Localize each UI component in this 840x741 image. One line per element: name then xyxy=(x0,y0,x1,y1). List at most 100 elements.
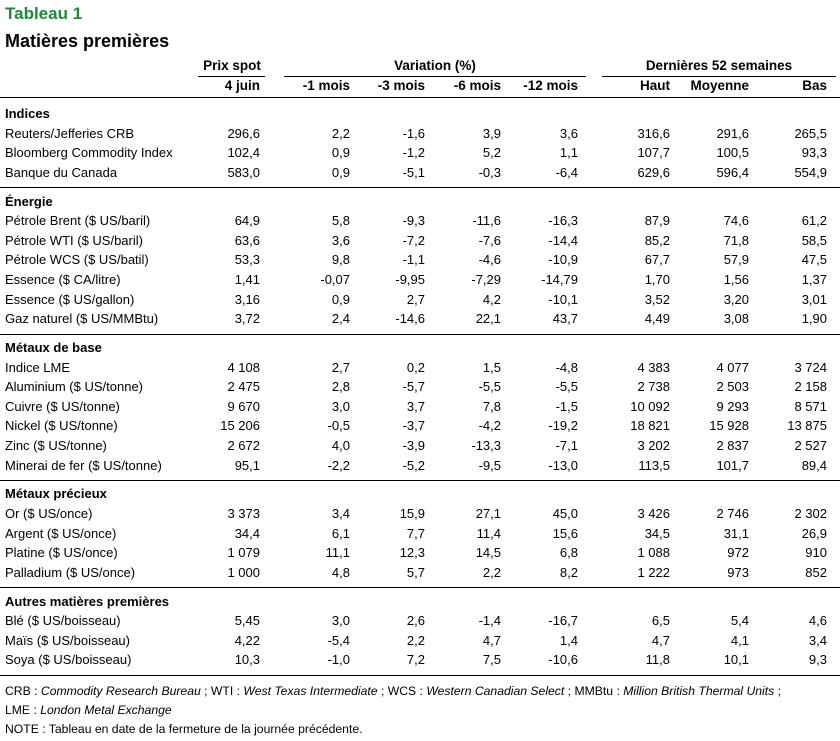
table-row: Aluminium ($ US/tonne) 2 475 2,8 -5,7 -5,5 -5… xyxy=(0,377,840,397)
row-label: Reuters/Jefferies CRB xyxy=(5,125,135,141)
cell-var-12m: -16,7 xyxy=(548,613,578,629)
row-label: Pétrole WCS ($ US/batil) xyxy=(5,252,149,268)
cell-bas: 2 158 xyxy=(794,379,827,395)
row-label: Pétrole Brent ($ US/baril) xyxy=(5,213,151,229)
row-label: Indice LME xyxy=(5,359,71,375)
cell-moyenne: 2 503 xyxy=(716,379,749,395)
section-rule xyxy=(0,187,840,189)
table-title: Matières premières xyxy=(5,31,170,51)
cell-moyenne: 4 077 xyxy=(716,359,749,375)
cell-var-3m: -3,7 xyxy=(402,418,425,434)
cell-var-6m: 22,1 xyxy=(475,311,501,327)
section-title: Indices xyxy=(5,106,50,121)
table-row: Palladium ($ US/once) 1 000 4,8 5,7 2,2 8,2 1 … xyxy=(0,563,840,583)
cell-var-1m: 0,9 xyxy=(331,291,350,307)
cell-bas: 3,01 xyxy=(801,291,827,307)
underline-52-weeks xyxy=(602,76,836,77)
cell-moyenne: 31,1 xyxy=(723,525,749,541)
row-label: Soya ($ US/boisseau) xyxy=(5,652,132,668)
cell-bas: 2 527 xyxy=(794,438,827,453)
cell-var-6m: -9,5 xyxy=(478,457,501,473)
cell-haut: 87,9 xyxy=(644,213,670,229)
cell-spot: 583,0 xyxy=(227,164,260,180)
cell-var-3m: 2,7 xyxy=(406,291,425,307)
cell-var-1m: -5,4 xyxy=(327,632,350,648)
cell-var-3m: -5,1 xyxy=(402,164,425,180)
cell-bas: 1,37 xyxy=(801,272,827,287)
cell-var-1m: 2,2 xyxy=(331,125,350,141)
footnote-text: ; WCS : xyxy=(377,684,427,698)
table-row: Pétrole WTI ($ US/baril) 63,6 3,6 -7,2 -7,6 -… xyxy=(0,231,840,251)
table-row: Blé ($ US/boisseau) 5,45 3,0 2,6 -1,4 -16,7 6,… xyxy=(0,611,840,631)
cell-var-1m: 6,1 xyxy=(331,525,350,541)
footnote-term: Million British Thermal Units xyxy=(623,684,775,698)
table-row: Indice LME 4 108 2,7 0,2 1,5 -4,8 4 383 4 077 3 … xyxy=(0,358,840,378)
cell-spot: 34,4 xyxy=(234,525,260,541)
footnote-abbreviations: CRB : Commodity Research Bureau ; WTI : … xyxy=(5,684,781,698)
cell-var-6m: 1,5 xyxy=(482,359,501,375)
cell-moyenne: 2 746 xyxy=(716,506,749,521)
cell-bas: 3,4 xyxy=(808,632,827,648)
cell-var-12m: -19,2 xyxy=(548,418,578,434)
row-label: Essence ($ CA/litre) xyxy=(5,272,121,287)
cell-spot: 3,16 xyxy=(234,291,260,307)
footnote-lme: LME : London Metal Exchange xyxy=(5,703,172,717)
cell-var-12m: 1,1 xyxy=(559,145,578,161)
cell-var-6m: 27,1 xyxy=(475,506,501,521)
cell-moyenne: 74,6 xyxy=(723,213,749,229)
row-label: Maïs ($ US/boisseau) xyxy=(5,632,130,648)
table-row: Zinc ($ US/tonne) 2 672 4,0 -3,9 -13,3 -7,1 3 … xyxy=(0,436,840,456)
col-header-3m: -3 mois xyxy=(377,78,425,93)
row-label: Gaz naturel ($ US/MMBtu) xyxy=(5,311,159,327)
cell-haut: 4,49 xyxy=(644,311,670,327)
cell-var-6m: -4,6 xyxy=(478,252,501,268)
cell-spot: 2 475 xyxy=(227,379,260,395)
cell-moyenne: 10,1 xyxy=(723,652,749,668)
cell-var-3m: -7,2 xyxy=(402,232,425,248)
header-52-weeks: Dernières 52 semaines xyxy=(645,58,793,73)
cell-var-12m: -4,8 xyxy=(555,359,578,375)
table-row: Platine ($ US/once) 1 079 11,1 12,3 14,5 6,8 1… xyxy=(0,543,840,563)
cell-var-6m: -0,3 xyxy=(478,164,501,180)
cell-var-1m: 3,0 xyxy=(331,613,350,629)
cell-haut: 67,7 xyxy=(644,252,670,268)
cell-var-1m: 2,4 xyxy=(331,311,350,327)
underline-variation xyxy=(284,76,586,77)
cell-bas: 1,90 xyxy=(801,311,827,327)
cell-moyenne: 100,5 xyxy=(716,145,749,161)
cell-var-12m: -14,79 xyxy=(541,272,578,287)
footnote-term: Western Canadian Select xyxy=(426,684,565,698)
cell-bas: 852 xyxy=(805,564,827,580)
cell-var-3m: 2,2 xyxy=(406,632,425,648)
cell-moyenne: 3,20 xyxy=(723,291,749,307)
footnote-term: West Texas Intermediate xyxy=(243,684,378,698)
cell-bas: 13 875 xyxy=(787,418,827,434)
cell-bas: 61,2 xyxy=(801,213,827,229)
cell-var-12m: -14,4 xyxy=(548,232,578,248)
cell-bas: 8 571 xyxy=(794,398,827,414)
cell-bas: 47,5 xyxy=(801,252,827,268)
cell-spot: 5,45 xyxy=(234,613,260,629)
cell-haut: 34,5 xyxy=(644,525,670,541)
cell-haut: 629,6 xyxy=(637,164,670,180)
cell-var-12m: -10,9 xyxy=(548,252,578,268)
cell-moyenne: 1,56 xyxy=(723,272,749,287)
footnote-note: NOTE : Tableau en date de la fermeture d… xyxy=(5,722,363,736)
cell-bas: 58,5 xyxy=(801,232,827,248)
cell-var-1m: 3,6 xyxy=(331,232,350,248)
row-label: Argent ($ US/once) xyxy=(5,525,117,541)
cell-var-3m: 7,2 xyxy=(406,652,425,668)
cell-var-3m: 3,7 xyxy=(406,398,425,414)
table-number: Tableau 1 xyxy=(5,4,83,23)
footnote-text: ; MMBtu : xyxy=(564,684,624,698)
row-label: Banque du Canada xyxy=(5,164,118,180)
footnote-text: LME : xyxy=(5,703,41,717)
cell-spot: 2 672 xyxy=(227,438,260,453)
cell-haut: 10 092 xyxy=(630,398,670,414)
section-rule xyxy=(0,675,840,676)
table-row: Banque du Canada 583,0 0,9 -5,1 -0,3 -6,4 629,… xyxy=(0,163,840,183)
cell-haut: 113,5 xyxy=(638,457,670,473)
row-label: Blé ($ US/boisseau) xyxy=(5,613,121,629)
cell-bas: 9,3 xyxy=(808,652,827,668)
cell-var-12m: -10,6 xyxy=(548,652,578,668)
